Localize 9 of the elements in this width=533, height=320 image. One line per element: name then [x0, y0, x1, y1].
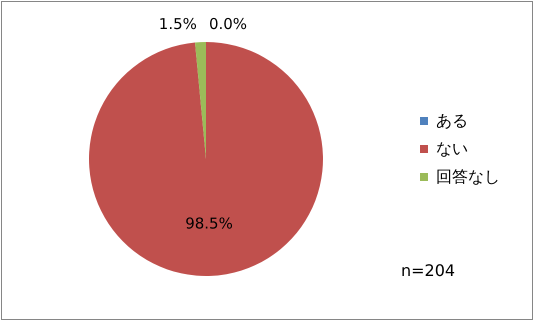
pie-slice	[194, 42, 206, 159]
data-label: 98.5%	[185, 214, 233, 232]
pie-slice	[89, 42, 323, 276]
data-label: 1.5%	[158, 15, 197, 34]
text: n=204	[401, 261, 456, 280]
legend-label: 回答なし	[436, 167, 500, 186]
legend-label: ない	[436, 139, 468, 158]
legend-label: ある	[436, 111, 468, 130]
text: 0.0%	[208, 15, 248, 33]
